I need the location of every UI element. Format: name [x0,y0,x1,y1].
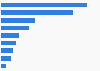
Bar [1,11,73,15]
Bar [1,33,19,38]
Bar [1,41,16,45]
Bar [1,26,29,30]
Bar [1,18,35,23]
Bar [1,56,11,60]
Bar [1,3,87,7]
Bar [1,64,6,68]
Bar [1,48,13,53]
